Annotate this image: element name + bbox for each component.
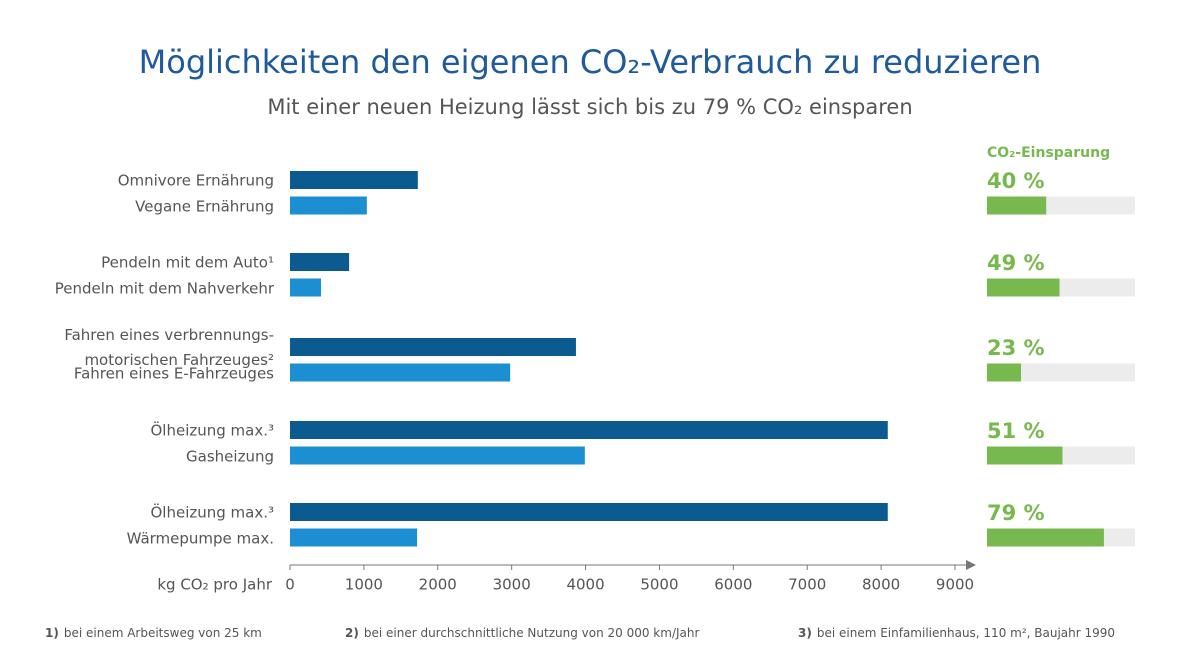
savings-bar — [987, 528, 1104, 547]
bar — [290, 503, 888, 521]
savings-label: 23 % — [987, 336, 1045, 360]
x-tick-label: 5000 — [640, 576, 678, 594]
footnote-text: bei einer durchschnittliche Nutzung von … — [363, 626, 700, 640]
bar — [290, 363, 511, 382]
axis-label: kg CO₂ pro Jahr — [157, 576, 272, 594]
savings-bar — [987, 196, 1047, 215]
category-label: Pendeln mit dem Nahverkehr — [54, 279, 274, 297]
category-label: Fahren eines verbrennungs- motorischen F… — [64, 326, 274, 369]
category-label: Omnivore Ernährung — [117, 171, 274, 190]
footnote-marker: 1) — [45, 626, 59, 640]
x-tick-label: 7000 — [788, 576, 826, 594]
savings-bar — [987, 278, 1060, 297]
bar — [290, 278, 322, 297]
footnote-text: bei einem Einfamilienhaus, 110 m², Bauja… — [816, 626, 1116, 640]
x-tick-label: 3000 — [493, 576, 531, 594]
category-label: Pendeln mit dem Auto¹ — [101, 253, 274, 272]
savings-track — [987, 363, 1135, 382]
savings-bar — [987, 446, 1063, 465]
savings-bar — [987, 363, 1022, 382]
savings-label: 40 % — [987, 169, 1045, 193]
savings-label: 51 % — [987, 419, 1045, 443]
x-tick-label: 8000 — [862, 576, 900, 594]
x-tick-label: 2000 — [419, 576, 457, 594]
footnote: 1) bei einem Arbeitsweg von 25 km — [45, 626, 262, 640]
category-label: Fahren eines E-Fahrzeuges — [73, 364, 274, 382]
bar — [290, 446, 585, 465]
x-tick-label: 1000 — [345, 576, 383, 594]
savings-title: CO₂-Einsparung — [987, 145, 1110, 161]
x-tick-label: 0 — [285, 576, 295, 594]
category-label: Wärmepumpe max. — [126, 529, 274, 547]
category-label: Vegane Ernährung — [135, 197, 274, 215]
bar — [290, 253, 350, 271]
footnote-text: bei einem Arbeitsweg von 25 km — [63, 626, 262, 640]
x-tick-label: 6000 — [714, 576, 752, 594]
axis-arrow — [966, 560, 976, 570]
footnote-marker: 2) — [345, 626, 359, 640]
category-label: Ölheizung max.³ — [150, 421, 274, 440]
bar — [290, 338, 576, 356]
chart-subtitle: Mit einer neuen Heizung lässt sich bis z… — [267, 95, 912, 119]
bar — [290, 196, 367, 215]
bar — [290, 171, 418, 189]
savings-label: 79 % — [987, 501, 1045, 525]
footnote: 2) bei einer durchschnittliche Nutzung vo… — [345, 626, 699, 640]
bar — [290, 528, 418, 547]
category-label: Ölheizung max.³ — [150, 503, 274, 522]
category-label: Gasheizung — [186, 447, 274, 465]
savings-label: 49 % — [987, 251, 1045, 275]
x-tick-label: 9000 — [936, 576, 974, 594]
bar — [290, 421, 888, 439]
chart-title: Möglichkeiten den eigenen CO₂-Verbrauch … — [139, 43, 1042, 81]
footnote-marker: 3) — [798, 626, 812, 640]
x-tick-label: 4000 — [566, 576, 604, 594]
footnote: 3) bei einem Einfamilienhaus, 110 m², Bau… — [798, 626, 1115, 640]
